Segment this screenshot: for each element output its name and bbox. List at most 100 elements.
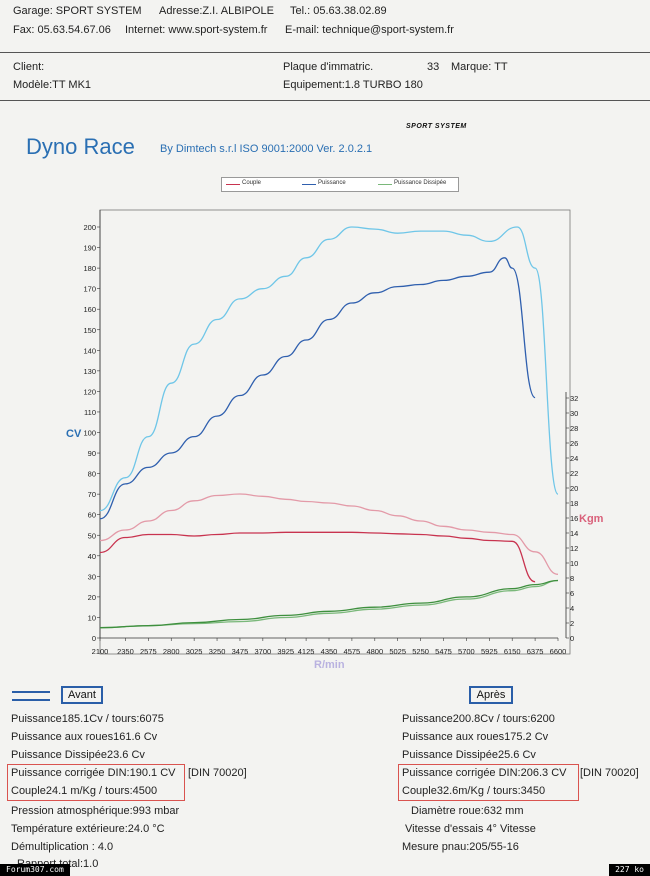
y-left-tick-label: 30: [88, 572, 96, 581]
x-tick-label: 4350: [321, 647, 338, 656]
avant-demultiplication: Démultiplication : 4.0: [11, 841, 114, 853]
y-right-tick-label: 26: [570, 439, 578, 448]
apres-diametre: Diamètre roue:632 mm: [411, 805, 524, 817]
sport-system-logo: SPORT SYSTEM: [406, 123, 467, 130]
garage-website: Internet: www.sport-system.fr: [125, 24, 268, 36]
chart-series: [99, 226, 559, 629]
avant-puissance-dissipee: Puissance Dissipée23.6 Cv: [11, 749, 145, 761]
avant-couple: Couple24.1 m/Kg / tours:4500: [11, 785, 158, 797]
apres-puissance-roues: Puissance aux roues175.2 Cv: [402, 731, 549, 743]
avant-puissance-roues: Puissance aux roues161.6 Cv: [11, 731, 158, 743]
legend-couple: Couple: [242, 180, 262, 186]
y-left-tick-label: 140: [83, 346, 96, 355]
vehicle-equipment: Equipement:1.8 TURBO 180: [283, 79, 423, 91]
apres-puissance: Puissance200.8Cv / tours:6200: [402, 713, 555, 725]
apres-badge: Après: [469, 686, 513, 704]
y-right-tick-label: 32: [570, 394, 578, 403]
y-left-tick-label: 80: [88, 470, 96, 479]
vehicle-brand: Marque: TT: [451, 61, 508, 73]
series-line-4: [99, 579, 559, 629]
plate-number: 33: [427, 61, 440, 73]
x-tick-label: 6375: [527, 647, 544, 656]
avant-din: [DIN 70020]: [188, 767, 247, 779]
series-line-5: [99, 579, 559, 629]
y-left-tick-label: 130: [83, 367, 96, 376]
y-right-tick-label: 8: [570, 574, 574, 583]
series-line-1: [99, 226, 559, 512]
y-right-tick-label: 30: [570, 409, 578, 418]
y-left-tick-label: 20: [88, 593, 96, 602]
y-left-tick-label: 60: [88, 511, 96, 520]
garage-fax: Fax: 05.63.54.67.06: [13, 24, 111, 36]
apres-puissance-corrigee: Puissance corrigée DIN:206.3 CV: [402, 767, 567, 779]
y-right-tick-label: 0: [570, 634, 574, 643]
garage-address: Adresse:Z.I. ALBIPOLE: [159, 5, 274, 17]
x-tick-label: 5700: [458, 647, 475, 656]
y-left-tick-label: 170: [83, 285, 96, 294]
y-left-tick-label: 100: [83, 429, 96, 438]
x-tick-label: 4575: [344, 647, 361, 656]
y-left-tick-label: 70: [88, 490, 96, 499]
x-tick-label: 6600: [550, 647, 567, 656]
y-right-tick-label: 6: [570, 589, 574, 598]
y-left-tick-label: 40: [88, 552, 96, 561]
apres-vitesse: Vitesse d'essais 4° Vitesse: [405, 823, 536, 835]
x-tick-label: 3925: [277, 647, 294, 656]
x-tick-label: 2575: [140, 647, 157, 656]
y-left-tick-label: 90: [88, 449, 96, 458]
x-tick-label: 2100: [92, 647, 109, 656]
y-right-tick-label: 4: [570, 604, 574, 613]
y-left-tick-label: 160: [83, 305, 96, 314]
x-tick-label: 3700: [255, 647, 272, 656]
x-tick-label: 2800: [163, 647, 180, 656]
legend-dissipee: Puissance Dissipée: [394, 180, 447, 186]
avant-highlight-box: [7, 764, 185, 801]
avant-badge: Avant: [61, 686, 103, 704]
apres-din: [DIN 70020]: [580, 767, 639, 779]
x-tick-label: 6150: [504, 647, 521, 656]
y-left-tick-label: 50: [88, 531, 96, 540]
garage-email: E-mail: technique@sport-system.fr: [285, 24, 454, 36]
vehicle-model: Modèle:TT MK1: [13, 79, 92, 91]
apres-couple: Couple32.6m/Kg / tours:3450: [402, 785, 546, 797]
report-title: Dyno Race: [26, 134, 135, 159]
y-left-tick-label: 110: [84, 408, 96, 417]
y-right-tick-label: 20: [570, 484, 578, 493]
x-tick-label: 3025: [186, 647, 203, 656]
avant-line-top: [12, 691, 50, 693]
y-right-tick-label: 18: [570, 499, 578, 508]
y-right-tick-label: 16: [570, 514, 578, 523]
x-tick-label: 4125: [298, 647, 315, 656]
garage-phone: Tel.: 05.63.38.02.89: [290, 5, 387, 17]
y-right-tick-label: 2: [570, 619, 574, 628]
y-left-tick-label: 0: [92, 634, 96, 643]
apres-mesure: Mesure pnau:205/55-16: [402, 841, 519, 853]
series-line-0: [99, 257, 536, 520]
y-right-tick-label: 14: [570, 529, 578, 538]
client-divider: [0, 100, 650, 101]
y-left-tick-label: 10: [88, 613, 96, 622]
garage-name: Garage: SPORT SYSTEM: [13, 5, 142, 17]
source-watermark: Forum307.com: [0, 864, 70, 876]
series-line-3: [99, 493, 559, 575]
x-tick-label: 2350: [117, 647, 134, 656]
plot-frame: [99, 209, 571, 655]
avant-pression: Pression atmosphérique:993 mbar: [11, 805, 180, 817]
legend-swatch-dissipee: [378, 184, 392, 185]
legend-swatch-puissance: [302, 184, 316, 185]
x-tick-label: 5925: [481, 647, 498, 656]
x-tick-label: 3475: [232, 647, 249, 656]
legend-swatch-couple: [226, 184, 240, 185]
y-left-tick-label: 190: [83, 244, 96, 253]
x-axis-label: R/min: [314, 659, 345, 671]
y-axis-left-label: CV: [66, 428, 82, 440]
report-subtitle: By Dimtech s.r.l ISO 9001:2000 Ver. 2.0.…: [160, 143, 373, 155]
legend-puissance: Puissance: [318, 180, 346, 186]
y-left-tick-label: 180: [83, 264, 96, 273]
avant-puissance: Puissance185.1Cv / tours:6075: [11, 713, 164, 725]
plate-label: Plaque d'immatric.: [283, 61, 374, 73]
y-right-tick-label: 28: [570, 424, 578, 433]
avant-puissance-corrigee: Puissance corrigée DIN:190.1 CV: [11, 767, 176, 779]
x-tick-label: 4800: [366, 647, 383, 656]
